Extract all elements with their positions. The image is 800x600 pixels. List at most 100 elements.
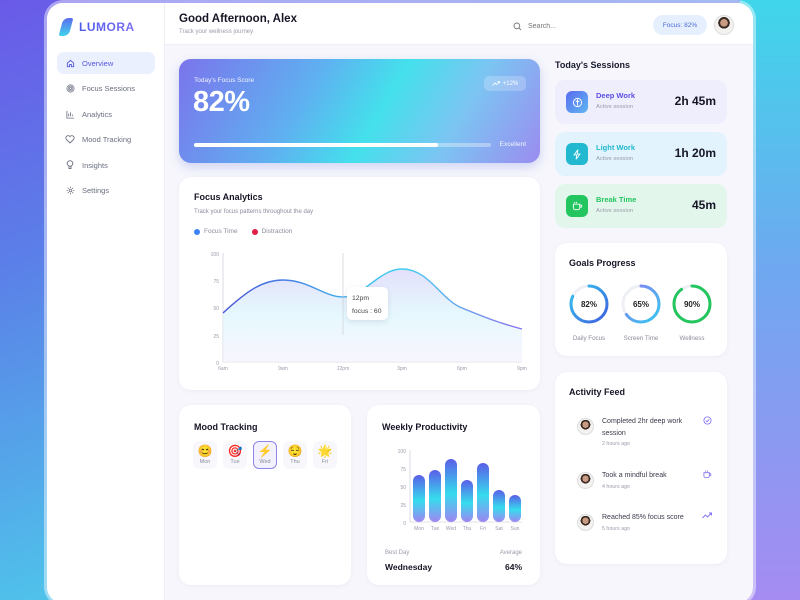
progress-ring	[621, 284, 661, 324]
bar-chart-axes: 100 75 50 25 0	[398, 449, 522, 527]
weekly-bar-chart[interactable]: 100 75 50 25 0 Mon Tue Wed Thu Fri	[367, 405, 540, 535]
svg-text:50: 50	[213, 306, 219, 312]
target-icon	[65, 84, 75, 94]
sidebar-item-label: Analytics	[82, 109, 113, 119]
progress-ring	[672, 284, 712, 324]
mood-day-fri[interactable]: 🌟 Fri	[313, 441, 337, 469]
svg-text:12pm: 12pm	[337, 366, 350, 372]
logo[interactable]: LUMORA	[58, 18, 135, 36]
average-label: Average	[499, 550, 522, 556]
average-value: 64%	[504, 562, 522, 572]
focus-line	[222, 268, 523, 330]
sidebar-item-analytics[interactable]: Analytics	[57, 103, 155, 125]
logo-text: LUMORA	[79, 20, 135, 34]
sidebar-item-label: Settings	[82, 186, 110, 195]
goal-label: Wellness	[679, 335, 705, 342]
svg-text:25: 25	[213, 334, 219, 340]
svg-text:75: 75	[213, 279, 219, 285]
svg-text:Wed: Wed	[446, 526, 456, 532]
goal-screen-time[interactable]: 65% Screen Time	[620, 283, 662, 342]
focus-line-chart[interactable]: 100 75 50 25 0 6am 9am 12pm 3pm 6pm 9pm	[179, 177, 540, 390]
page-subtitle: Track your wellness journey	[179, 29, 254, 35]
activity-feed-title: Activity Feed	[569, 387, 626, 397]
svg-text:9pm: 9pm	[517, 366, 527, 372]
search-icon	[513, 22, 522, 30]
logo-mark-icon	[58, 18, 74, 36]
focus-score-value: 82%	[193, 86, 250, 118]
mood-day-wed[interactable]: ⚡ Wed	[253, 441, 277, 469]
svg-text:100: 100	[398, 449, 407, 455]
sidebar-item-focus-sessions[interactable]: Focus Sessions	[57, 78, 155, 100]
chart-tooltip: 12pm focus : 60	[347, 287, 388, 320]
session-light-work[interactable]: Light Work Active session 1h 20m	[555, 132, 727, 176]
goal-daily-focus[interactable]: 82% Daily Focus	[568, 283, 610, 342]
sidebar-item-mood-tracking[interactable]: Mood Tracking	[57, 129, 155, 151]
focus-score-status: Excellent	[499, 141, 526, 148]
session-time: 2h 45m	[674, 94, 716, 108]
score-change-badge: +12%	[484, 76, 526, 91]
mood-day-thu[interactable]: 😌 Thu	[283, 441, 307, 469]
svg-text:9am: 9am	[278, 366, 288, 372]
focus-analytics-subtitle: Track your focus patterns throughout the…	[194, 209, 314, 215]
sidebar-item-insights[interactable]: Insights	[57, 154, 155, 176]
smile-emoji-icon: 😊	[197, 444, 213, 458]
sidebar: LUMORA Overview Focus Sessions Analytics…	[47, 3, 165, 600]
session-status: Active session	[596, 104, 634, 110]
goal-value: 65%	[632, 299, 649, 309]
home-icon	[65, 58, 75, 68]
sidebar-item-label: Overview	[82, 58, 114, 68]
best-day-label: Best Day	[385, 550, 410, 556]
mood-tracking-title: Mood Tracking	[194, 422, 258, 432]
goal-value: 90%	[683, 299, 700, 309]
mood-days: 😊 Mon 🎯 Tue ⚡ Wed 😌 Thu 🌟 Fri	[193, 441, 337, 469]
svg-text:75: 75	[400, 467, 406, 473]
gear-icon	[65, 186, 75, 196]
user-avatar[interactable]	[714, 15, 734, 35]
session-name: Break Time	[596, 195, 637, 204]
feed-time: 5 hours ago	[602, 525, 630, 532]
focus-analytics-card: Focus Analytics Track your focus pattern…	[179, 177, 540, 390]
goal-label: Screen Time	[623, 335, 659, 342]
header: Good Afternoon, Alex Track your wellness…	[165, 3, 753, 45]
activity-feed-card: Activity Feed Completed 2hr deep work se…	[555, 372, 727, 564]
legend-item-distraction[interactable]: Distraction	[251, 228, 292, 235]
focus-analytics-title: Focus Analytics	[194, 192, 263, 202]
feed-time: 2 hours ago	[602, 441, 630, 448]
sidebar-item-overview[interactable]: Overview	[57, 52, 155, 74]
brain-icon	[566, 91, 588, 113]
svg-text:3pm: 3pm	[397, 366, 407, 372]
weekly-productivity-title: Weekly Productivity	[382, 422, 468, 432]
goal-value: 82%	[580, 299, 597, 309]
goals-progress-title: Goals Progress	[569, 258, 636, 268]
check-circle-icon	[703, 416, 712, 425]
feed-avatar	[577, 472, 594, 489]
target-emoji-icon: 🎯	[227, 444, 243, 458]
app-window: LUMORA Overview Focus Sessions Analytics…	[47, 3, 753, 600]
svg-text:6am: 6am	[218, 366, 228, 372]
search-box[interactable]	[505, 15, 640, 37]
tooltip-time: 12pm	[352, 295, 370, 302]
mood-day-tue[interactable]: 🎯 Tue	[223, 441, 247, 469]
svg-text:Mon: Mon	[414, 526, 424, 532]
lightbulb-icon	[65, 160, 75, 170]
session-deep-work[interactable]: Deep Work Active session 2h 45m	[555, 80, 727, 124]
focus-score-label: Today's Focus Score	[194, 77, 255, 84]
feed-time: 4 hours ago	[602, 483, 630, 490]
sidebar-item-label: Mood Tracking	[82, 135, 132, 144]
heart-icon	[65, 135, 75, 145]
session-name: Deep Work	[596, 91, 636, 100]
goal-wellness[interactable]: 90% Wellness	[671, 283, 713, 342]
coffee-icon	[703, 470, 712, 479]
legend-item-focus-time[interactable]: Focus Time	[194, 228, 238, 235]
sidebar-nav: Overview Focus Sessions Analytics Mood T…	[57, 52, 155, 205]
progress-ring	[569, 284, 609, 324]
svg-text:Sun: Sun	[511, 526, 520, 532]
mood-day-mon[interactable]: 😊 Mon	[193, 441, 217, 469]
session-name: Light Work	[596, 143, 636, 152]
coffee-icon	[566, 195, 588, 217]
search-input[interactable]	[528, 22, 628, 30]
weekly-productivity-card: Weekly Productivity 100 75 50 25 0	[367, 405, 540, 585]
session-break-time[interactable]: Break Time Active session 45m	[555, 184, 727, 228]
session-status: Active session	[596, 156, 634, 162]
sidebar-item-settings[interactable]: Settings	[57, 180, 155, 202]
